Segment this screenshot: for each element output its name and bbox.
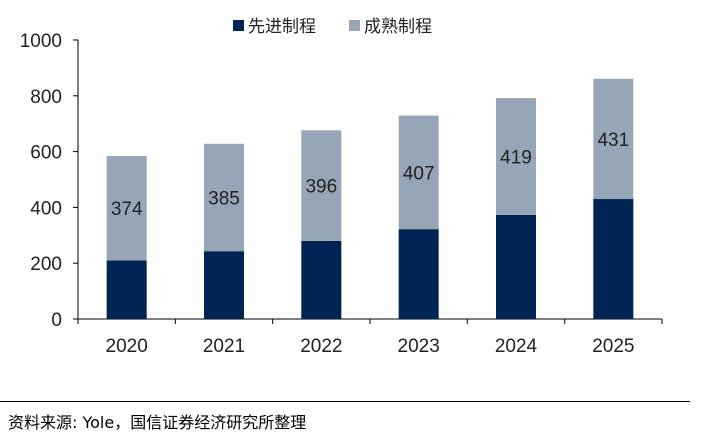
bar-advanced-2021 xyxy=(204,251,244,319)
x-tick-label: 2022 xyxy=(300,336,342,357)
bar-mature-2025 xyxy=(593,78,634,200)
source-divider xyxy=(0,401,690,402)
data-label-2022: 396 xyxy=(305,177,337,198)
y-axis: 0 200 400 600 800 1000 xyxy=(20,31,79,331)
y-tick-label: 1000 xyxy=(20,31,62,52)
x-axis: 2020 2021 2022 2023 2024 2025 xyxy=(77,318,663,357)
bar-mature-2023 xyxy=(398,115,439,230)
y-tick-label: 200 xyxy=(30,254,62,275)
bars xyxy=(106,78,634,319)
legend: 先进制程 成熟制程 xyxy=(233,16,432,37)
data-label-2020: 374 xyxy=(111,199,143,220)
x-tick-label: 2024 xyxy=(495,336,538,357)
legend-label-advanced: 先进制程 xyxy=(248,17,316,37)
bar-advanced-2025 xyxy=(593,199,634,319)
bar-mature-2020 xyxy=(106,156,147,261)
x-tick-label: 2025 xyxy=(592,336,634,357)
data-label-2025: 431 xyxy=(597,130,629,151)
y-tick-label: 800 xyxy=(30,87,62,108)
bar-mature-2022 xyxy=(301,130,342,241)
legend-swatch-mature xyxy=(349,20,360,31)
data-label-2023: 407 xyxy=(403,163,435,184)
bar-advanced-2024 xyxy=(496,214,536,319)
legend-label-mature: 成熟制程 xyxy=(364,16,432,37)
bar-mature-2024 xyxy=(496,98,536,215)
legend-swatch-advanced xyxy=(233,20,244,31)
x-tick-label: 2021 xyxy=(203,336,245,357)
source-note: 资料来源: Yole，国信证券经济研究所整理 xyxy=(8,413,307,432)
bar-advanced-2023 xyxy=(398,229,439,319)
y-tick-label: 0 xyxy=(51,310,62,331)
bar-advanced-2020 xyxy=(106,260,147,319)
x-tick-label: 2020 xyxy=(106,336,148,357)
data-label-2021: 385 xyxy=(208,188,240,209)
bar-mature-2021 xyxy=(204,143,244,252)
y-tick-label: 400 xyxy=(30,198,62,219)
y-tick-label: 600 xyxy=(30,143,62,164)
data-labels: 374 385 396 407 419 431 xyxy=(111,130,629,220)
bar-advanced-2022 xyxy=(301,240,342,319)
x-tick-label: 2023 xyxy=(398,336,440,357)
data-label-2024: 419 xyxy=(500,147,532,168)
